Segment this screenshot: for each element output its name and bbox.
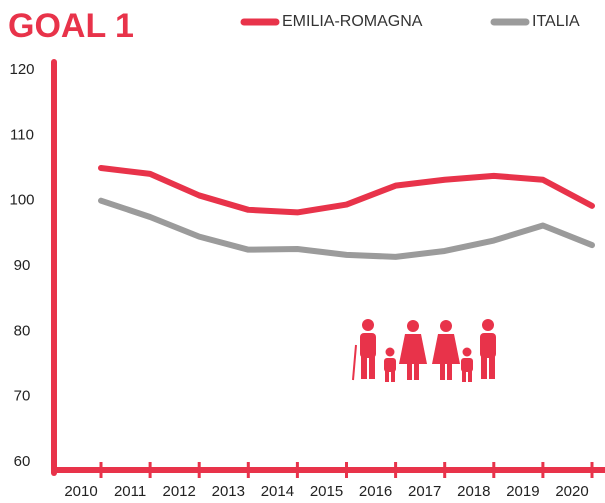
x-tick-label: 2013 (212, 483, 245, 500)
y-tick-label: 90 (14, 257, 31, 274)
x-tick-label: 2012 (163, 483, 196, 500)
y-tick-label: 110 (10, 126, 34, 143)
x-tick-label: 2010 (64, 483, 97, 500)
x-tick-label: 2019 (506, 483, 539, 500)
x-tick-label: 2011 (114, 483, 146, 500)
x-tick-label: 2014 (261, 483, 294, 500)
y-tick-label: 60 (14, 453, 31, 470)
chart-title: GOAL 1 (8, 7, 134, 45)
y-tick-label: 80 (14, 322, 31, 339)
y-tick-label: 100 (9, 192, 34, 209)
legend-label: EMILIA-ROMAGNA (282, 13, 423, 30)
x-tick-label: 2018 (457, 483, 490, 500)
x-tick-label: 2015 (310, 483, 343, 500)
line-series (98, 165, 595, 216)
x-tick-label: 2016 (359, 483, 392, 500)
x-tick-label: 2017 (408, 483, 441, 500)
x-tick-label: 2020 (555, 483, 588, 500)
y-tick-label: 70 (14, 388, 31, 405)
family-icon (352, 319, 496, 382)
legend-label: ITALIA (532, 13, 580, 30)
y-tick-label: 120 (9, 61, 34, 78)
line-series (98, 197, 595, 260)
